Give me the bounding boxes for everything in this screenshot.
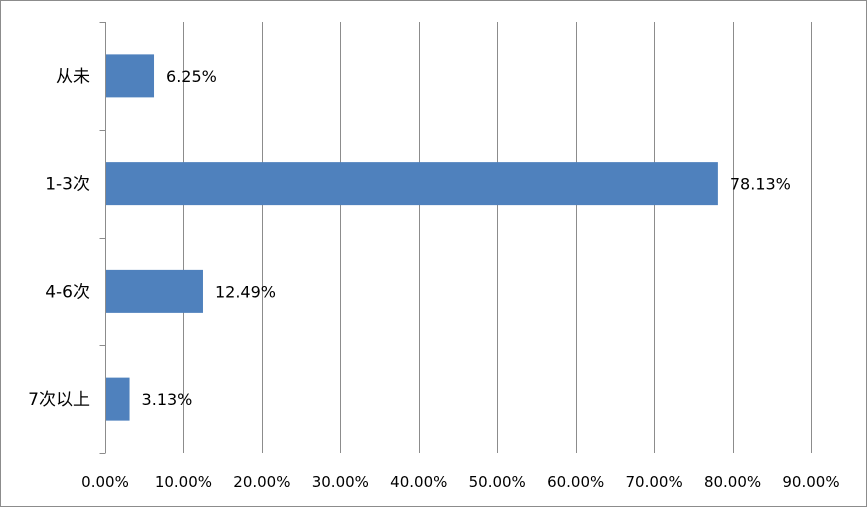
data-label: 78.13% xyxy=(730,175,791,194)
x-tick-label: 50.00% xyxy=(469,473,526,491)
data-label: 12.49% xyxy=(215,282,276,301)
x-tick-label: 10.00% xyxy=(155,473,212,491)
category-label: 从未 xyxy=(56,67,90,87)
data-label: 3.13% xyxy=(142,390,193,409)
bar xyxy=(106,54,155,98)
bars xyxy=(106,54,718,421)
category-label: 1-3次 xyxy=(45,175,90,195)
x-tick-label: 70.00% xyxy=(626,473,683,491)
x-tick-label: 90.00% xyxy=(782,473,839,491)
labels: 0.00% 10.00% 20.00% 30.00% 40.00% 50.00% 60.00… xyxy=(28,67,839,491)
bar xyxy=(106,269,203,313)
x-tick-label: 40.00% xyxy=(390,473,447,491)
bar xyxy=(106,377,130,421)
x-tick-label: 0.00% xyxy=(81,473,129,491)
axes xyxy=(99,22,106,454)
gridlines xyxy=(183,22,812,453)
x-tick-label: 30.00% xyxy=(312,473,369,491)
x-tick-label: 20.00% xyxy=(233,473,290,491)
bar xyxy=(106,162,718,206)
category-label: 4-6次 xyxy=(45,282,90,302)
x-tick-label: 60.00% xyxy=(547,473,604,491)
x-tick-label: 80.00% xyxy=(704,473,761,491)
category-label: 7次以上 xyxy=(28,390,90,410)
data-label: 6.25% xyxy=(166,67,217,86)
